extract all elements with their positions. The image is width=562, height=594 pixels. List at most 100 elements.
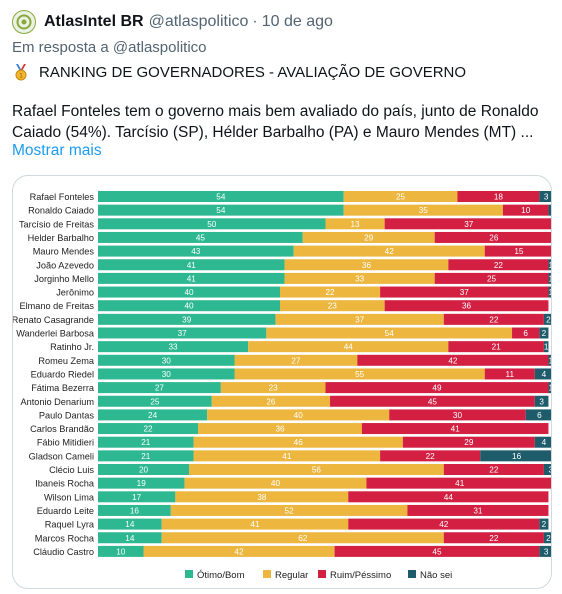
data-label: 14 [125,520,135,529]
data-label: 22 [325,288,335,297]
data-label: 56 [312,466,322,475]
author-handle[interactable]: @atlaspolitico [148,13,249,30]
bar-segment [280,286,381,298]
data-label: 1 [548,261,552,270]
bar-segment [98,409,208,421]
data-label: 4 [542,438,547,447]
category-label: Fábio Mitidieri [37,438,94,448]
bar-segment [502,204,549,216]
bar-segment [175,491,349,503]
data-label: 2 [542,520,547,529]
bar-segment [98,300,280,312]
data-label: 37 [464,220,474,229]
bar-segment [380,450,481,462]
data-label: 35 [419,206,429,215]
bar-segment [98,272,285,284]
data-label: 17 [132,493,142,502]
data-label: 55 [355,370,365,379]
data-label: 27 [155,384,165,393]
data-label: 22 [489,466,499,475]
bar-segment [539,191,551,202]
data-label: 40 [294,411,304,420]
data-label: 1 [548,274,552,283]
legend-label: Ruim/Péssimo [330,570,391,581]
category-label: Renato Casagrande [13,315,94,325]
show-more-link[interactable]: Mostrar mais [12,142,102,159]
data-label: 4 [542,370,547,379]
data-label: 22 [494,261,504,270]
legend-swatch [408,570,416,578]
bar-segment [207,409,390,421]
tweet-header: AtlasIntel BR @atlaspolitico · 10 de ago [12,8,552,36]
data-label: 29 [464,438,474,447]
tweet-timestamp[interactable]: 10 de ago [261,13,333,30]
category-label: Ibaneis Rocha [35,479,95,489]
data-label: 42 [385,247,395,256]
data-label: 45 [432,547,442,556]
data-label: 23 [328,302,338,311]
data-label: 2 [551,206,552,215]
bar-segment [98,341,249,353]
data-label: 1 [548,384,552,393]
data-label: 22 [489,534,499,543]
bar-segment [434,272,549,284]
legend-swatch [185,570,193,578]
bar-segment [543,464,551,475]
data-label: 54 [216,193,226,202]
reply-context: Em resposta a @atlaspolitico [12,39,207,56]
data-label: 40 [271,479,281,488]
data-label: 3 [539,397,544,406]
data-label: 36 [275,425,285,434]
data-label: 46 [294,438,304,447]
data-label: 41 [250,520,260,529]
data-label: 15 [514,247,524,256]
reply-handle-link[interactable]: @atlaspolitico [112,39,207,56]
headline-text: RANKING DE GOVERNADORES - AVALIAÇÃO DE G… [39,63,467,81]
svg-text:1: 1 [19,73,23,80]
bar-segment [98,218,326,230]
data-label: 27 [291,356,301,365]
data-label: 30 [453,411,463,420]
tweet-headline: 1 RANKING DE GOVERNADORES - AVALIAÇÃO DE… [12,63,466,81]
reply-prefix: Em resposta a [12,39,109,56]
data-label: 30 [162,356,172,365]
chart-image[interactable]: Rafael Fonteles 54 25 18 3 Ronaldo Caiado 54 35… [12,175,552,589]
data-label: 37 [355,315,365,324]
bar-segment [170,504,408,516]
category-label: João Azevedo [36,260,94,270]
category-label: Mauro Mendes [33,247,95,257]
bar-segment [98,382,221,394]
data-label: 38 [257,493,267,502]
data-label: 50 [207,220,217,229]
data-label: 21 [141,452,151,461]
data-label: 6 [537,411,542,420]
bar-segment [539,545,551,557]
bar-segment [98,545,144,557]
data-label: 1 [548,288,552,297]
bar-segment [539,327,549,339]
bar-segment [293,245,485,257]
data-label: 39 [182,315,192,324]
bar-segment [98,504,171,516]
author-name[interactable]: AtlasIntel BR [44,13,144,30]
data-label: 25 [487,274,497,283]
bar-segment [448,341,544,353]
data-label: 23 [269,384,279,393]
data-label: 20 [139,466,149,475]
data-label: 2 [542,329,547,338]
bar-segment [543,532,551,544]
bar-segment [302,231,435,243]
bar-segment [193,450,381,462]
bar-segment [98,204,344,216]
data-label: 44 [444,493,454,502]
data-label: 54 [216,206,226,215]
bar-segment [234,368,485,380]
data-label: 16 [130,506,140,515]
data-label: 25 [150,397,160,406]
bar-segment [366,477,551,489]
bar-segment [98,327,267,339]
category-label: Jerônimo [56,288,94,298]
atlasintel-logo-icon[interactable] [12,10,36,34]
data-label: 22 [143,425,153,434]
data-label: 45 [428,397,438,406]
